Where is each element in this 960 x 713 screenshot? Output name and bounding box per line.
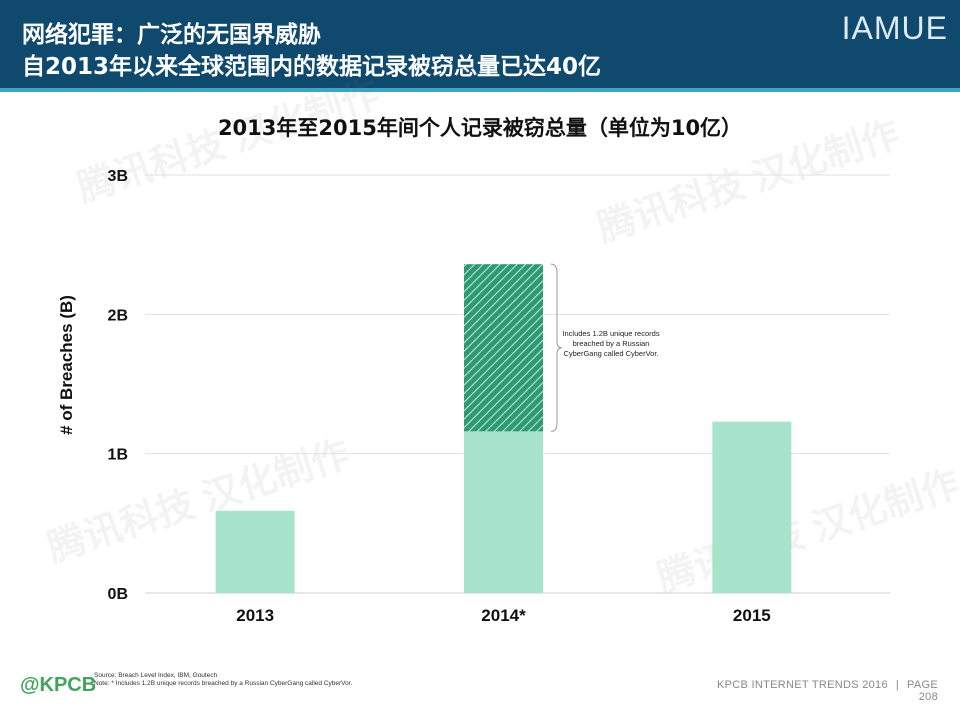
header-banner <box>0 0 960 88</box>
footnotes: Source: Breach Level Index, IBM, Goutech… <box>94 672 352 688</box>
source-note: Source: Breach Level Index, IBM, Goutech <box>94 672 218 679</box>
breaches-bar-chart: 0B 1B 2B 3B 2013 2014* 2015 Includes 1.2B uniqu… <box>57 168 890 625</box>
bar-2015 <box>712 421 792 593</box>
report-name: KPCB INTERNET TRENDS 2016 <box>716 679 888 691</box>
annotation-text: Includes 1.2B unique records <box>562 329 659 338</box>
y-tick-label: 3B <box>108 168 128 185</box>
bar-segment-cybervor <box>464 264 543 432</box>
y-tick-label: 0B <box>108 586 128 603</box>
header-accent-line <box>0 88 960 92</box>
annotation-bracket <box>550 263 563 432</box>
footer-separator: | <box>895 679 900 691</box>
page-title: 网络犯罪：广泛的无国界威胁 <box>22 22 321 48</box>
footnote: Note: * Includes 1.2B unique records bre… <box>94 680 353 687</box>
page-footer: KPCB INTERNET TRENDS 2016 | PAGE 208 <box>717 679 938 703</box>
kpcb-logo: @KPCB <box>20 674 96 697</box>
bar-2014 <box>464 431 543 593</box>
x-tick-label: 2014* <box>481 606 526 625</box>
kpcb-logo-text: @KPCB <box>20 674 97 696</box>
page-number: 208 <box>918 691 938 703</box>
y-tick-label: 1B <box>108 447 128 464</box>
x-tick-label: 2015 <box>733 606 771 625</box>
annotation-text: CyberGang called CyberVor. <box>563 349 658 358</box>
bar-2013 <box>215 510 295 593</box>
annotation-text: breached by a Russian <box>573 339 650 348</box>
y-tick-label: 2B <box>108 307 128 324</box>
chart-title: 2013年至2015年间个人记录被窃总量（单位为10亿） <box>217 116 743 140</box>
y-axis-label: # of Breaches (B) <box>57 295 76 435</box>
page-label: PAGE <box>907 679 938 691</box>
x-tick-label: 2013 <box>236 606 274 625</box>
brand-mark: IAMUE <box>841 10 948 46</box>
page-subtitle: 自2013年以来全球范围内的数据记录被窃总量已达40亿 <box>22 54 602 80</box>
